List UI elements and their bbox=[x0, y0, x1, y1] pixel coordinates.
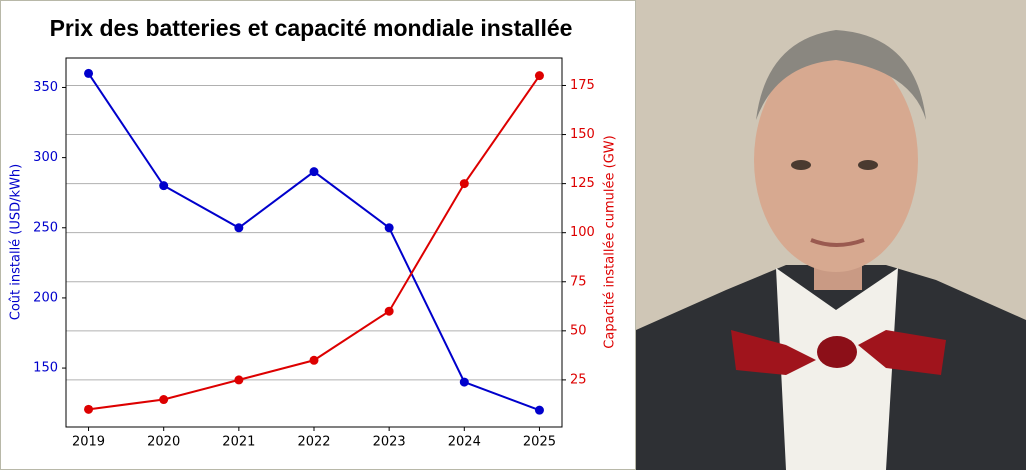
y2-axis-label: Capacité installée cumulée (GW) bbox=[603, 135, 618, 348]
y-tick-label: 350 bbox=[33, 80, 58, 95]
photo bbox=[636, 0, 1026, 470]
y-tick-label: 200 bbox=[33, 290, 58, 305]
face bbox=[754, 48, 918, 272]
x-tick-label: 2022 bbox=[297, 435, 330, 450]
marker bbox=[159, 181, 169, 191]
shirt bbox=[776, 268, 898, 470]
x-tick-label: 2019 bbox=[72, 435, 105, 450]
y-tick-label: 150 bbox=[33, 361, 58, 376]
chart: Prix des batteries et capacité mondiale … bbox=[0, 0, 636, 470]
y2-tick-label: 25 bbox=[570, 372, 587, 387]
marker bbox=[309, 167, 319, 177]
marker bbox=[84, 68, 94, 78]
marker bbox=[534, 71, 544, 81]
marker bbox=[234, 223, 244, 233]
marker bbox=[459, 179, 469, 189]
y2-tick-label: 150 bbox=[570, 127, 595, 142]
x-tick-label: 2023 bbox=[373, 435, 406, 450]
marker bbox=[159, 395, 169, 405]
marker bbox=[384, 306, 394, 316]
y-axis-label: Coût installé (USD/kWh) bbox=[9, 164, 24, 320]
y2-tick-label: 50 bbox=[570, 323, 587, 338]
y2-tick-label: 100 bbox=[570, 225, 595, 240]
bow-tie-knot bbox=[817, 336, 857, 368]
bow-tie bbox=[731, 330, 946, 375]
y2-tick-label: 175 bbox=[570, 78, 595, 93]
chart-frame bbox=[0, 0, 636, 470]
marker bbox=[459, 377, 469, 387]
mouth bbox=[810, 238, 865, 247]
y2-tick-label: 125 bbox=[570, 176, 595, 191]
marker bbox=[234, 375, 244, 385]
x-tick-label: 2020 bbox=[147, 435, 180, 450]
marker bbox=[84, 404, 94, 414]
eye bbox=[791, 160, 811, 170]
x-tick-label: 2025 bbox=[523, 435, 556, 450]
marker bbox=[534, 405, 544, 415]
x-tick-label: 2024 bbox=[448, 435, 481, 450]
chart-title: Prix des batteries et capacité mondiale … bbox=[50, 15, 573, 41]
y2-tick-label: 75 bbox=[570, 274, 587, 289]
x-tick-label: 2021 bbox=[222, 435, 255, 450]
y-tick-label: 300 bbox=[33, 150, 58, 165]
marker bbox=[384, 223, 394, 233]
plot-frame bbox=[65, 57, 563, 428]
eye bbox=[858, 160, 878, 170]
marker bbox=[309, 355, 319, 365]
hair bbox=[756, 30, 926, 120]
y-tick-label: 250 bbox=[33, 220, 58, 235]
